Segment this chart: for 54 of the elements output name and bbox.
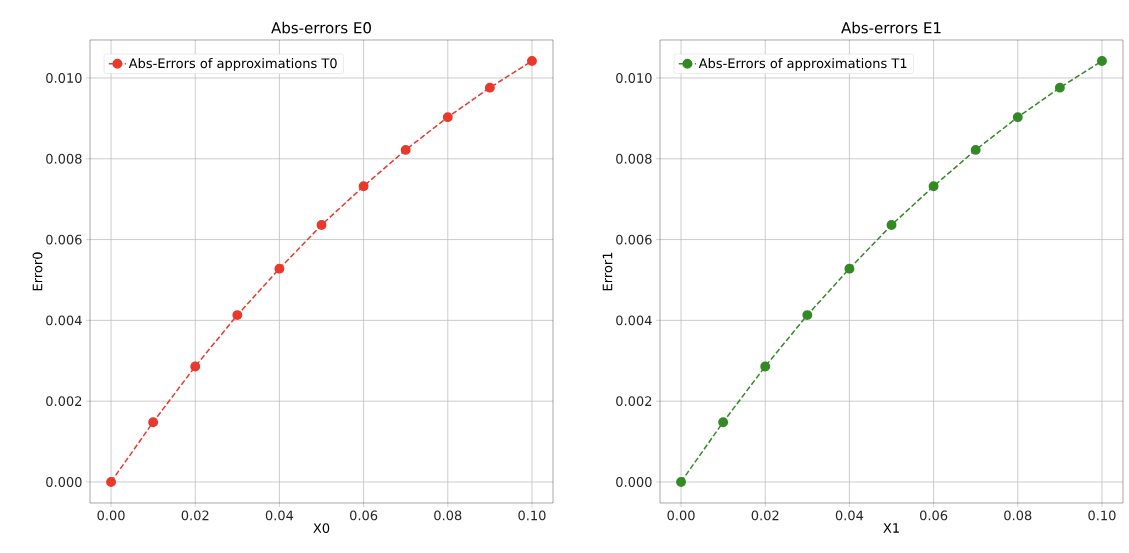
y-tick-label: 0.000 xyxy=(46,477,82,487)
point xyxy=(802,310,813,321)
x-axis-title: X1 xyxy=(883,523,899,533)
point xyxy=(106,477,117,487)
x-tick-label: 0.04 xyxy=(835,510,864,521)
y-tick-label: 0.006 xyxy=(46,234,82,245)
x-tick-label: 0.02 xyxy=(181,510,209,521)
point xyxy=(316,220,327,230)
x-axis-title: X0 xyxy=(313,523,330,534)
y-tick-label: 0.000 xyxy=(616,477,652,487)
y-tick-label: 0.010 xyxy=(46,73,82,83)
point xyxy=(844,263,855,274)
point xyxy=(970,144,981,155)
x-tick-label: 0.06 xyxy=(919,510,948,521)
x-tick-label: 0.10 xyxy=(518,510,546,521)
point xyxy=(232,310,243,321)
y-tick-label: 0.006 xyxy=(616,234,652,245)
point xyxy=(442,112,453,123)
point xyxy=(886,220,897,230)
x-tick-label: 0.08 xyxy=(434,510,462,521)
y-axis-title: Error0 xyxy=(32,252,43,291)
point xyxy=(358,181,369,192)
x-tick-label: 0.10 xyxy=(1088,510,1116,521)
point xyxy=(718,417,729,428)
x-tick-label: 0.06 xyxy=(349,510,378,521)
x-tick-label: 0.00 xyxy=(667,510,695,521)
point xyxy=(1054,82,1065,93)
chart-title: Abs-errors E1 xyxy=(841,21,941,34)
y-axis-title: Error1 xyxy=(602,252,613,291)
y-tick-label: 0.008 xyxy=(616,153,652,164)
point xyxy=(148,417,159,428)
y-tick-label: 0.004 xyxy=(616,315,652,326)
point xyxy=(190,361,201,372)
x-tick-label: 0.08 xyxy=(1004,510,1032,521)
point xyxy=(400,144,411,155)
point xyxy=(928,181,939,192)
y-tick-label: 0.010 xyxy=(616,73,652,83)
point xyxy=(760,361,771,372)
y-tick-label: 0.008 xyxy=(46,153,82,164)
x-tick-label: 0.04 xyxy=(265,510,294,521)
point xyxy=(527,56,537,66)
point xyxy=(1097,56,1107,66)
point xyxy=(1012,112,1023,123)
point xyxy=(484,82,495,93)
x-tick-label: 0.02 xyxy=(751,510,779,521)
chart-title: Abs-errors E0 xyxy=(271,21,371,34)
x-tick-label: 0.00 xyxy=(97,510,125,521)
y-tick-label: 0.002 xyxy=(616,396,652,407)
legend-label: Abs-Errors of approximations T1 xyxy=(698,58,907,71)
y-tick-label: 0.004 xyxy=(46,315,82,326)
point xyxy=(274,263,285,274)
point xyxy=(676,477,686,487)
legend-label: Abs-Errors of approximations T0 xyxy=(128,58,337,71)
y-tick-label: 0.002 xyxy=(46,396,82,407)
